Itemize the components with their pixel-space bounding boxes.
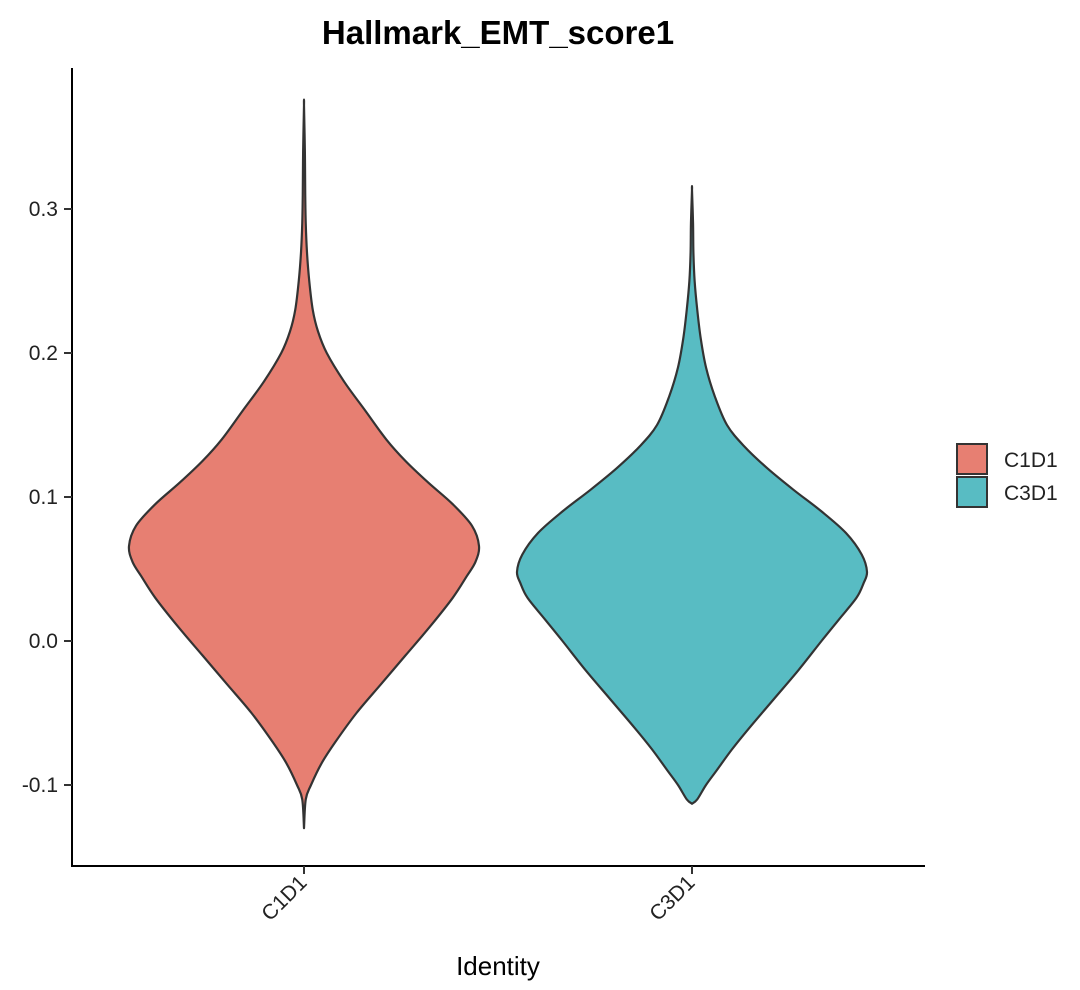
y-axis-ticks: -0.1 0.0 0.1 0.2 0.3 bbox=[22, 198, 72, 797]
x-tick-label: C1D1 bbox=[257, 871, 311, 925]
x-axis-ticks: C1D1 C3D1 bbox=[257, 866, 700, 926]
legend-label-c1d1: C1D1 bbox=[1004, 449, 1058, 472]
y-tick-label: 0.2 bbox=[29, 342, 58, 365]
x-axis-title: Identity bbox=[456, 951, 540, 981]
y-tick-label: -0.1 bbox=[22, 774, 58, 797]
violin-layer bbox=[127, 98, 869, 830]
legend-swatch-c3d1 bbox=[956, 476, 988, 508]
y-tick-label: 0.0 bbox=[29, 630, 58, 653]
chart-title: Hallmark_EMT_score1 bbox=[322, 14, 674, 51]
legend-label-c3d1: C3D1 bbox=[1004, 482, 1058, 505]
violin-c1d1 bbox=[127, 98, 481, 830]
y-tick-label: 0.3 bbox=[29, 198, 58, 221]
y-tick-label: 0.1 bbox=[29, 486, 58, 509]
x-tick-label: C3D1 bbox=[645, 871, 699, 925]
legend: C1D1 C3D1 bbox=[956, 443, 1058, 508]
legend-swatch-c1d1 bbox=[956, 443, 988, 475]
violin-c3d1 bbox=[515, 185, 869, 805]
